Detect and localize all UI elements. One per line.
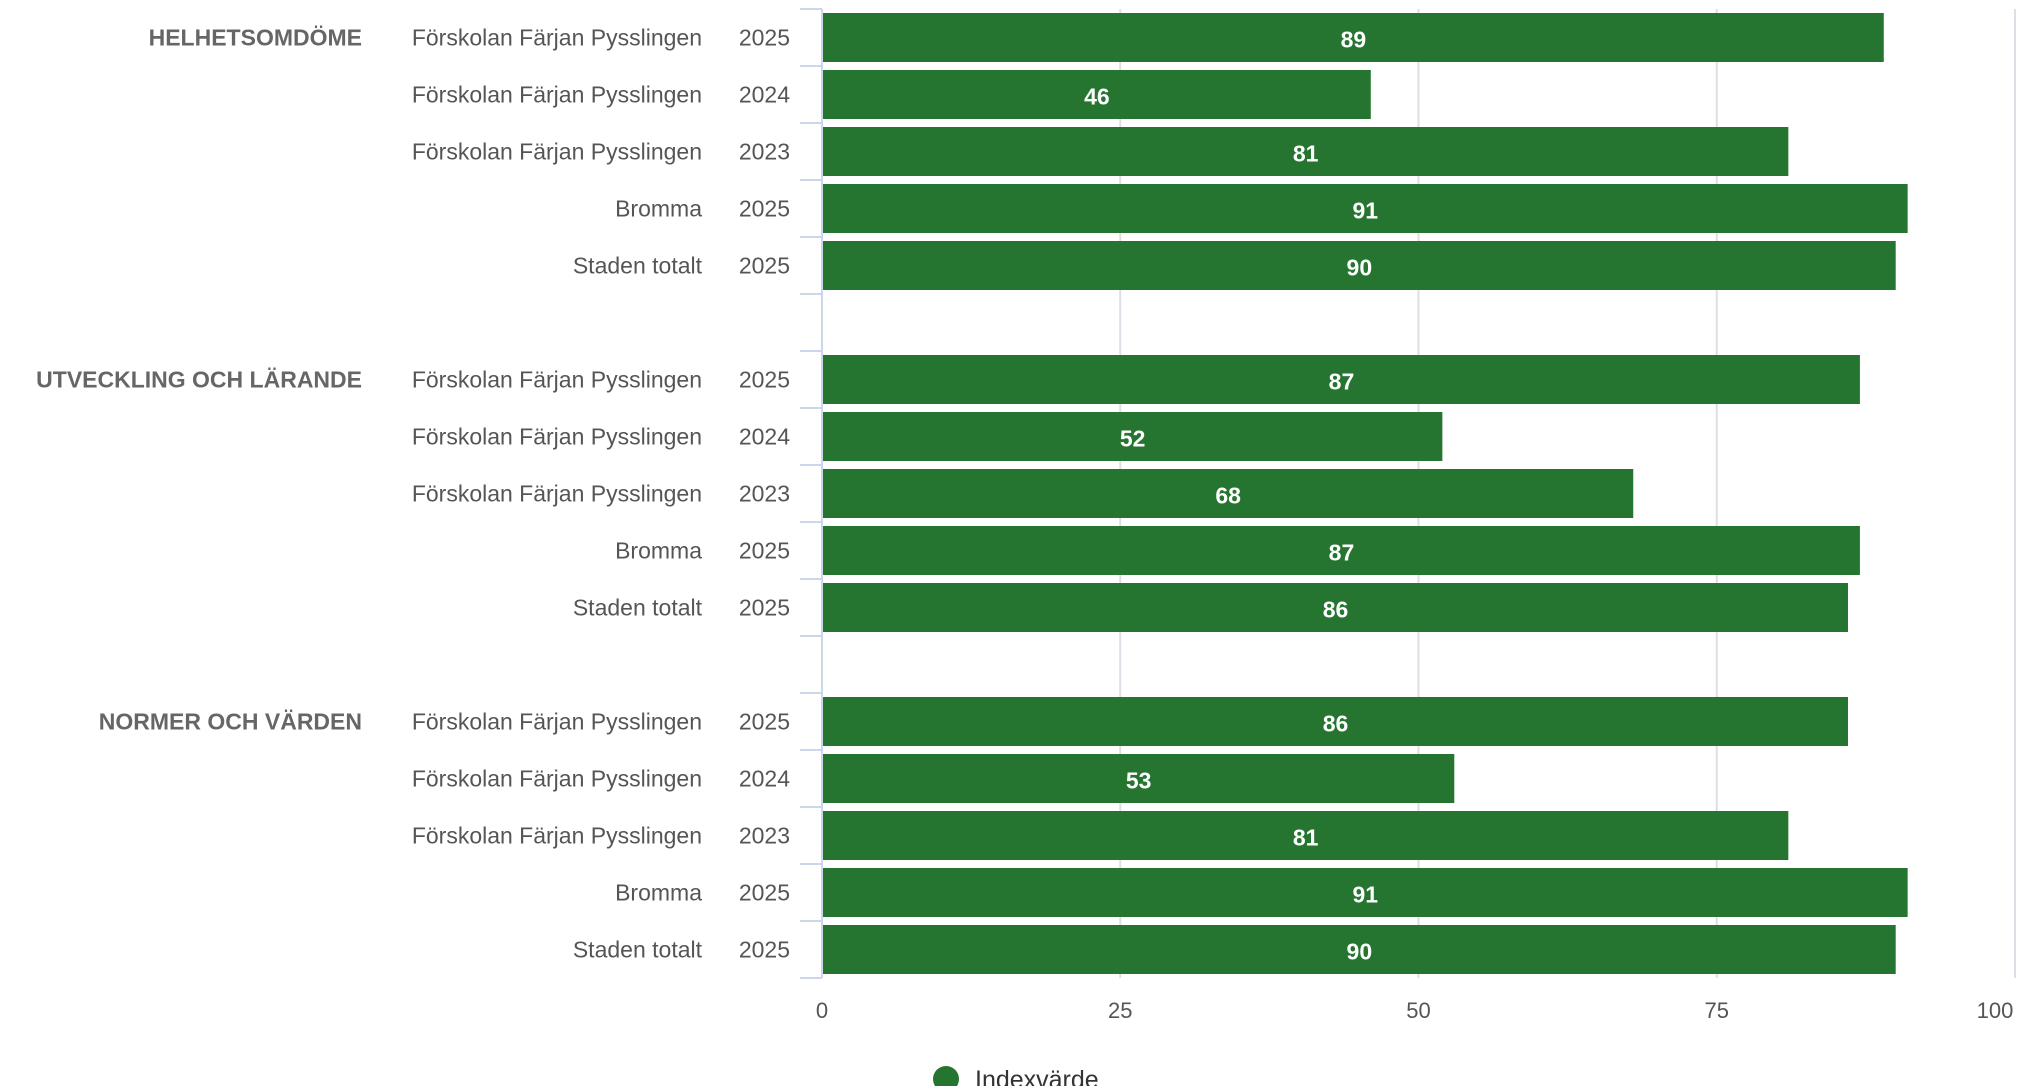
year-label: 2024 xyxy=(739,766,790,792)
row-name-label: Förskolan Färjan Pysslingen xyxy=(412,25,702,51)
bar xyxy=(823,925,1896,974)
bar-value-label: 53 xyxy=(1126,768,1152,794)
row-name-label: Bromma xyxy=(615,880,702,906)
x-tick-label: 50 xyxy=(1406,998,1430,1023)
bar xyxy=(823,754,1455,803)
bar-value-label: 87 xyxy=(1329,369,1355,395)
bar xyxy=(823,355,1860,404)
year-label: 2025 xyxy=(739,709,790,735)
bars-layer xyxy=(823,13,1908,974)
year-label: 2025 xyxy=(739,367,790,393)
year-label: 2025 xyxy=(739,25,790,51)
group-label: NORMER OCH VÄRDEN xyxy=(99,709,362,735)
bar-value-label: 89 xyxy=(1341,27,1367,53)
row-name-label: Förskolan Färjan Pysslingen xyxy=(412,823,702,849)
bar-value-label: 81 xyxy=(1293,825,1319,851)
row-name-label: Förskolan Färjan Pysslingen xyxy=(412,82,702,108)
legend: Indexvärde xyxy=(933,1066,1099,1091)
bar xyxy=(823,526,1860,575)
group-label: HELHETSOMDÖME xyxy=(149,25,362,51)
year-label: 2024 xyxy=(739,424,790,450)
bar xyxy=(823,412,1443,461)
bar-value-label: 90 xyxy=(1347,939,1373,965)
row-name-label: Bromma xyxy=(615,538,702,564)
bar-value-label: 90 xyxy=(1347,255,1373,281)
year-label: 2023 xyxy=(739,139,790,165)
year-label: 2025 xyxy=(739,196,790,222)
bar-value-label: 86 xyxy=(1323,597,1349,623)
row-name-label: Förskolan Färjan Pysslingen xyxy=(412,766,702,792)
row-name-label: Förskolan Färjan Pysslingen xyxy=(412,424,702,450)
group-label: UTVECKLING OCH LÄRANDE xyxy=(36,367,362,393)
bar xyxy=(823,184,1908,233)
bar-value-label: 91 xyxy=(1353,882,1379,908)
x-tick-label: 75 xyxy=(1705,998,1729,1023)
category-axis xyxy=(800,8,823,979)
row-name-label: Staden totalt xyxy=(573,937,703,963)
bar xyxy=(823,13,1884,62)
row-name-label: Förskolan Färjan Pysslingen xyxy=(412,481,702,507)
year-label: 2025 xyxy=(739,538,790,564)
row-name-label: Förskolan Färjan Pysslingen xyxy=(412,367,702,393)
bar-value-label: 87 xyxy=(1329,540,1355,566)
labels-layer: 89 2025 Förskolan Färjan Pysslingen HELHETS… xyxy=(36,25,1378,965)
year-label: 2024 xyxy=(739,82,790,108)
bar-value-label: 91 xyxy=(1353,198,1379,224)
year-label: 2025 xyxy=(739,880,790,906)
year-label: 2023 xyxy=(739,481,790,507)
bar xyxy=(823,868,1908,917)
bar-value-label: 81 xyxy=(1293,141,1319,167)
bar xyxy=(823,241,1896,290)
bar-value-label: 46 xyxy=(1084,84,1110,110)
bar xyxy=(823,70,1371,119)
bar xyxy=(823,469,1634,518)
x-tick-label: 0 xyxy=(816,998,828,1023)
row-name-label: Staden totalt xyxy=(573,595,703,621)
bar-value-label: 68 xyxy=(1215,483,1241,509)
row-name-label: Förskolan Färjan Pysslingen xyxy=(412,709,702,735)
bar-value-label: 86 xyxy=(1323,711,1349,737)
row-name-label: Förskolan Färjan Pysslingen xyxy=(412,139,702,165)
year-label: 2025 xyxy=(739,595,790,621)
bar-value-label: 52 xyxy=(1120,426,1146,452)
row-name-label: Staden totalt xyxy=(573,253,703,279)
year-label: 2025 xyxy=(739,937,790,963)
year-label: 2023 xyxy=(739,823,790,849)
x-tick-label: 100 xyxy=(1977,998,2014,1023)
bar xyxy=(823,583,1848,632)
row-name-label: Bromma xyxy=(615,196,702,222)
legend-label: Indexvärde xyxy=(975,1066,1099,1086)
year-label: 2025 xyxy=(739,253,790,279)
bar xyxy=(823,127,1789,176)
x-axis: 0 25 50 75 100 xyxy=(816,998,2013,1023)
x-tick-label: 25 xyxy=(1108,998,1132,1023)
bar xyxy=(823,697,1848,746)
legend-marker xyxy=(933,1066,959,1091)
bar xyxy=(823,811,1789,860)
